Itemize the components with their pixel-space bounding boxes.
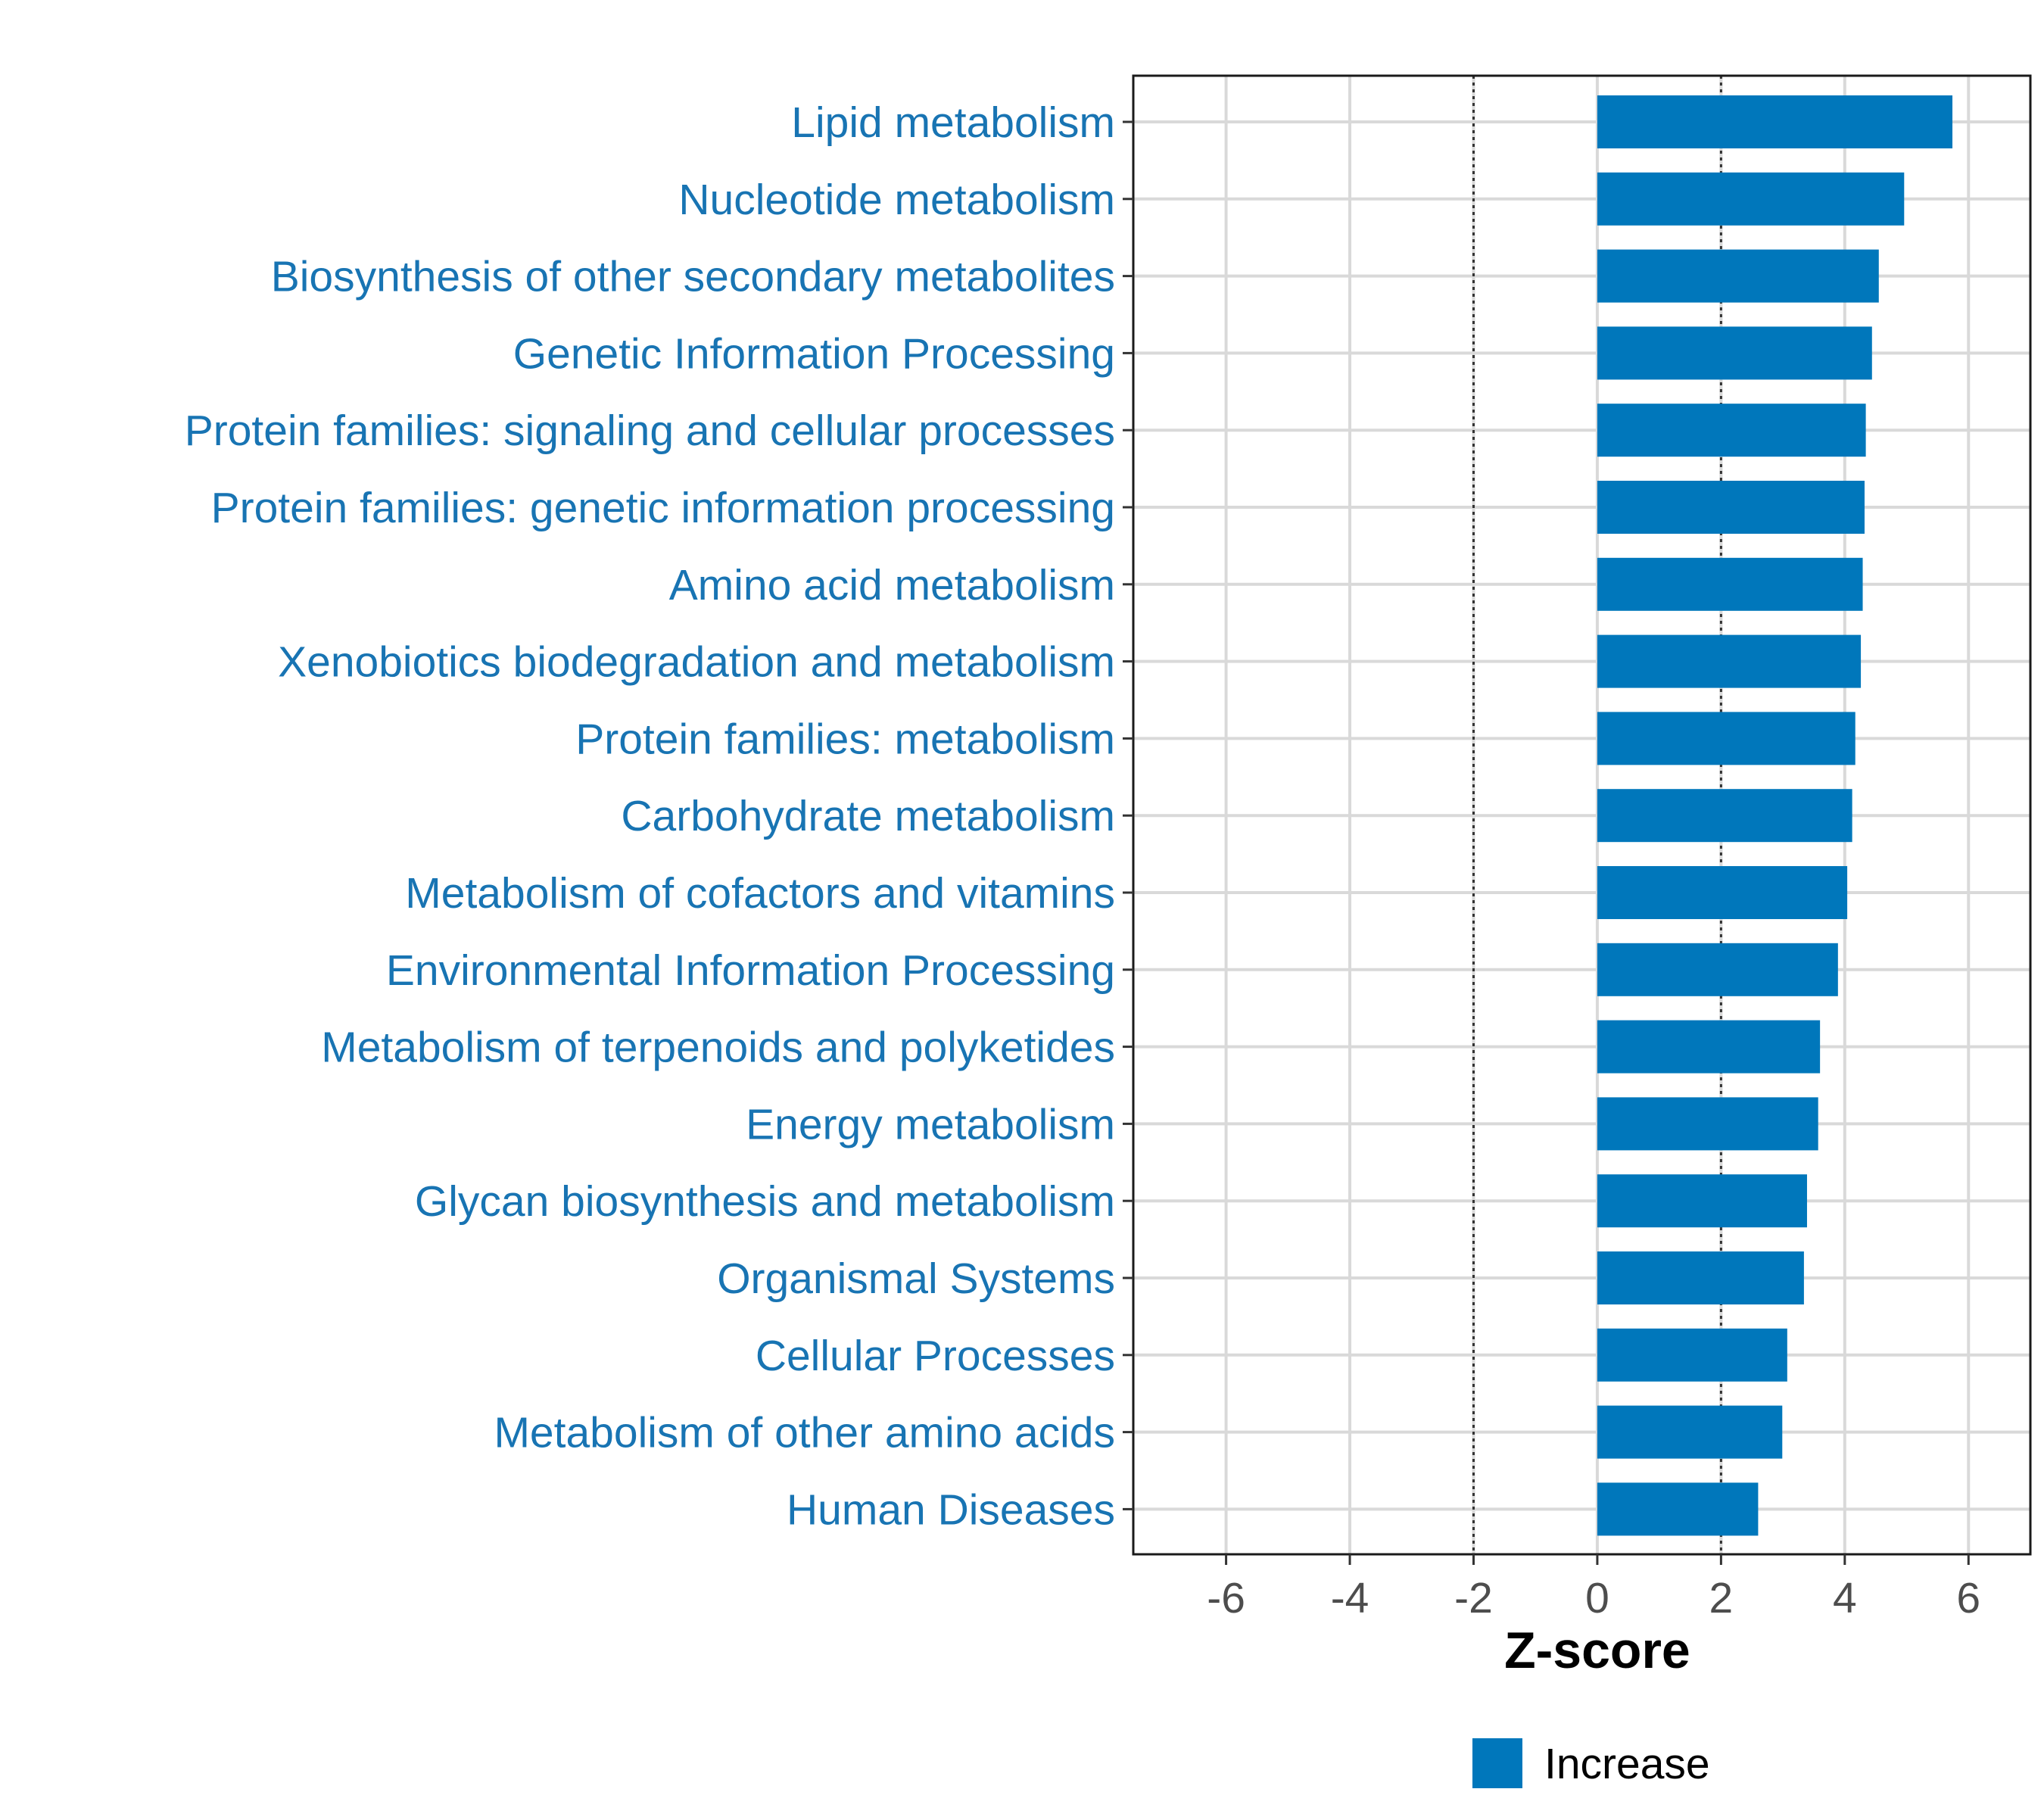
category-label: Metabolism of terpenoids and polyketides: [321, 1024, 1115, 1072]
category-label: Protein families: metabolism: [575, 715, 1115, 763]
bar: [1597, 1251, 1804, 1304]
bar: [1597, 1405, 1783, 1459]
bar: [1597, 404, 1866, 457]
legend-swatch: [1472, 1738, 1522, 1788]
category-label: Energy metabolism: [746, 1100, 1115, 1148]
bar: [1597, 1020, 1821, 1074]
reference-lines: [1472, 76, 1722, 1554]
x-tick-label: -2: [1454, 1574, 1493, 1622]
category-label: Genetic Information Processing: [513, 329, 1115, 378]
x-tick-label: 4: [1833, 1574, 1857, 1622]
legend-label: Increase: [1544, 1740, 1710, 1788]
bar: [1597, 95, 1953, 148]
bar: [1597, 943, 1838, 996]
category-label: Protein families: signaling and cellular…: [185, 407, 1115, 455]
x-axis-title: Z-score: [1504, 1622, 1690, 1679]
category-label: Biosynthesis of other secondary metaboli…: [271, 253, 1115, 301]
x-tick-label: 0: [1585, 1574, 1609, 1622]
category-label: Xenobiotics biodegradation and metabolis…: [278, 638, 1115, 687]
category-label: Protein families: genetic information pr…: [211, 484, 1115, 532]
category-label: Glycan biosynthesis and metabolism: [415, 1177, 1115, 1226]
x-axis: -6 -4 -2 0 2 4 6: [1207, 1554, 1980, 1622]
bar: [1597, 866, 1848, 919]
category-label: Carbohydrate metabolism: [621, 792, 1115, 840]
bar: [1597, 1328, 1787, 1382]
category-label: Amino acid metabolism: [669, 561, 1115, 609]
category-label: Metabolism of other amino acids: [494, 1409, 1115, 1457]
category-label: Lipid metabolism: [791, 98, 1115, 147]
bar: [1597, 634, 1862, 688]
gridlines: [1133, 76, 2030, 1554]
bars: [1597, 95, 1953, 1536]
category-label: Metabolism of cofactors and vitamins: [405, 869, 1115, 918]
bar: [1597, 326, 1872, 380]
bar: [1597, 172, 1905, 226]
category-label: Organismal Systems: [717, 1254, 1115, 1303]
bar: [1597, 1482, 1759, 1536]
category-label: Nucleotide metabolism: [678, 176, 1115, 224]
x-tick-label: 2: [1709, 1574, 1734, 1622]
category-label: Environmental Information Processing: [386, 946, 1115, 995]
bar: [1597, 249, 1879, 303]
bar: [1597, 789, 1852, 843]
bar: [1597, 481, 1865, 534]
legend: Increase: [1472, 1738, 1710, 1788]
x-tick-label: 6: [1956, 1574, 1980, 1622]
category-label: Human Diseases: [787, 1485, 1115, 1534]
x-tick-label: -6: [1207, 1574, 1245, 1622]
bar: [1597, 712, 1855, 765]
x-tick-label: -4: [1331, 1574, 1369, 1622]
category-label: Cellular Processes: [756, 1332, 1115, 1380]
y-axis: Lipid metabolism Nucleotide metabolism Bio…: [185, 98, 1133, 1534]
bar: [1597, 557, 1863, 611]
bar: [1597, 1174, 1807, 1228]
bar: [1597, 1097, 1818, 1151]
